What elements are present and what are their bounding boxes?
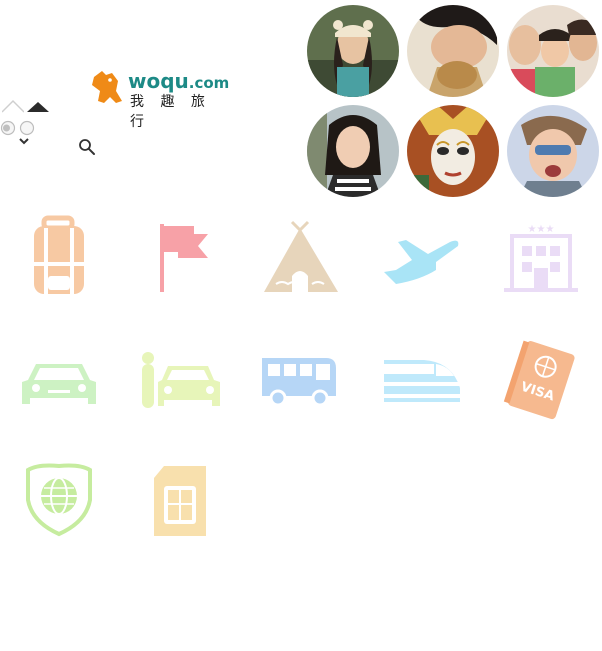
dinosaur-mascot-icon	[92, 71, 122, 103]
avatar-girl-bear-hat[interactable]	[305, 3, 401, 99]
avatar-boy-eating[interactable]	[405, 3, 501, 99]
flag-icon[interactable]	[138, 212, 228, 302]
airplane-icon[interactable]	[376, 212, 466, 302]
car-icon[interactable]	[14, 336, 104, 426]
chevron-down-icon[interactable]	[19, 136, 29, 146]
avatar-carnival-mask[interactable]	[405, 103, 501, 199]
train-icon[interactable]	[376, 336, 466, 426]
caret-up-icon[interactable]	[27, 102, 49, 112]
hotel-icon[interactable]: ★★★	[496, 212, 586, 302]
tent-icon[interactable]	[256, 212, 346, 302]
search-icon[interactable]	[78, 138, 96, 156]
brand-wordmark: woqu.com	[128, 69, 230, 93]
car-with-driver-icon[interactable]	[134, 336, 224, 426]
bus-icon[interactable]	[256, 336, 346, 426]
sim-card-icon[interactable]	[136, 456, 226, 546]
avatar-man-wind[interactable]	[505, 103, 601, 199]
caret-up-outline-icon[interactable]	[2, 99, 24, 113]
brand-logo[interactable]: woqu.com 我 趣 旅 行	[88, 67, 238, 130]
avatar-family[interactable]	[505, 3, 601, 99]
svg-text:★★★: ★★★	[528, 224, 555, 235]
backpack-icon[interactable]	[14, 212, 104, 302]
brand-tagline: 我 趣 旅 行	[130, 94, 211, 130]
visa-icon[interactable]: VISA	[496, 336, 586, 426]
insurance-shield-icon[interactable]	[14, 456, 104, 546]
toggle-dots-icon[interactable]	[0, 120, 40, 136]
avatar-woman-smiling[interactable]	[305, 103, 401, 199]
